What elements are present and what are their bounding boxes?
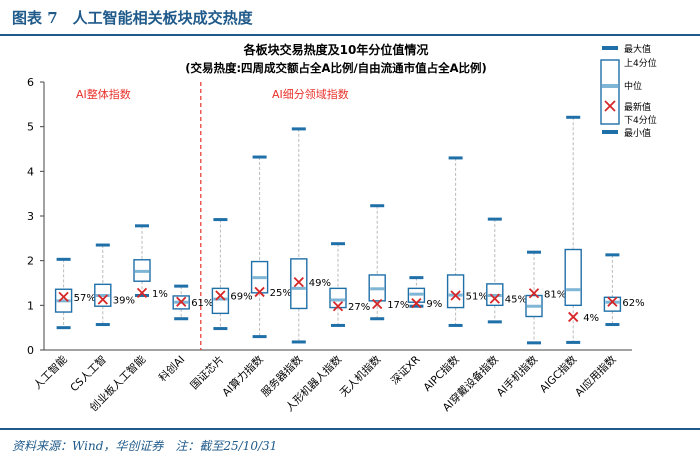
x-tick-label: 科创AI <box>156 353 187 384</box>
iqr-box <box>564 248 582 307</box>
latest-marker-b <box>411 297 422 309</box>
iqr-box <box>329 287 347 309</box>
x-tick-label: AI应用指数 <box>572 353 619 400</box>
latest-marker-b <box>136 287 148 298</box>
percentile-label: 45% <box>505 295 527 306</box>
percentile-label: 25% <box>270 288 292 299</box>
legend-max-label: 最大值 <box>624 43 651 55</box>
iqr-box <box>290 258 308 310</box>
x-tick-label: AI算力指数 <box>220 353 267 400</box>
latest-marker-b <box>568 311 579 323</box>
legend-q3-label: 上4分位 <box>624 57 657 69</box>
x-tick-label: AI手机指数 <box>494 353 541 400</box>
legend-latest-label: 最新值 <box>624 101 651 113</box>
region-label-segments: AI细分领域指数 <box>272 87 349 101</box>
legend-q1-label: 下4分位 <box>624 114 657 126</box>
legend-median-label: 中位 <box>624 80 642 92</box>
percentile-label: 17% <box>387 300 409 311</box>
x-tick-label: 无人机指数 <box>337 353 384 400</box>
percentile-label: 69% <box>230 292 252 303</box>
figure-title: 图表 7 人工智能相关板块成交热度 <box>12 9 253 27</box>
y-tick-label: 3 <box>27 210 34 223</box>
latest-marker-b <box>450 290 461 301</box>
latest-marker-b <box>97 294 108 305</box>
percentile-label: 9% <box>426 299 442 310</box>
iqr-box <box>603 296 622 312</box>
legend-latest-swatch-b <box>604 100 616 112</box>
percentile-label: 57% <box>74 293 96 304</box>
y-tick-label: 2 <box>27 255 34 268</box>
x-tick-label: AIGC指数 <box>537 353 580 396</box>
x-tick-label: CS人工智 <box>68 353 109 394</box>
latest-marker-b <box>254 286 265 298</box>
iqr-box <box>446 274 465 309</box>
percentile-label: 61% <box>191 298 213 309</box>
percentile-label: 1% <box>152 289 168 300</box>
x-tick-label: 深证XR <box>389 354 423 388</box>
figure-footer: 资料来源：Wind，华创证券 注：截至25/10/31 <box>0 428 700 462</box>
iqr-box <box>211 287 230 315</box>
legend-box-swatch <box>600 59 620 125</box>
figure-header: 图表 7 人工智能相关板块成交热度 <box>0 0 700 36</box>
percentile-label: 49% <box>309 278 331 289</box>
latest-marker-b <box>293 276 304 288</box>
y-tick-label: 6 <box>27 76 34 89</box>
source-note: 资料来源：Wind，华创证券 注：截至25/10/31 <box>12 439 278 453</box>
latest-marker-b <box>489 293 500 304</box>
y-tick-label: 0 <box>27 344 34 357</box>
y-tick-label: 4 <box>27 165 34 178</box>
x-tick-label: 人工智能 <box>31 353 70 392</box>
percentile-label: 62% <box>622 298 644 309</box>
latest-marker-b <box>58 291 69 302</box>
x-tick-label: AIPC指数 <box>421 353 462 394</box>
chart-subtitle: (交易热度:四周成交额占全A比例/自由流通市值占全A比例) <box>185 61 487 75</box>
legend-min-label: 最小值 <box>624 127 651 139</box>
y-tick-label: 1 <box>27 299 34 312</box>
percentile-label: 81% <box>544 289 566 300</box>
y-tick-label: 5 <box>27 121 34 134</box>
percentile-label: 27% <box>348 302 370 313</box>
percentile-label: 39% <box>113 296 135 307</box>
latest-marker-b <box>332 301 344 312</box>
chart-title: 各板块交易热度及10年分位值情况 <box>243 42 429 57</box>
latest-marker-b <box>528 288 540 299</box>
x-tick-label: 国证芯片 <box>188 353 227 392</box>
percentile-label: 4% <box>583 313 599 324</box>
region-label-overall: AI整体指数 <box>76 87 131 101</box>
latest-marker-b <box>215 290 226 301</box>
latest-marker-b <box>607 296 618 307</box>
latest-marker-b <box>372 298 383 310</box>
percentile-label: 51% <box>466 292 488 303</box>
latest-marker-b <box>176 296 187 307</box>
box-plot-chart: 各板块交易热度及10年分位值情况 (交易热度:四周成交额占全A比例/自由流通市值占… <box>27 42 657 414</box>
